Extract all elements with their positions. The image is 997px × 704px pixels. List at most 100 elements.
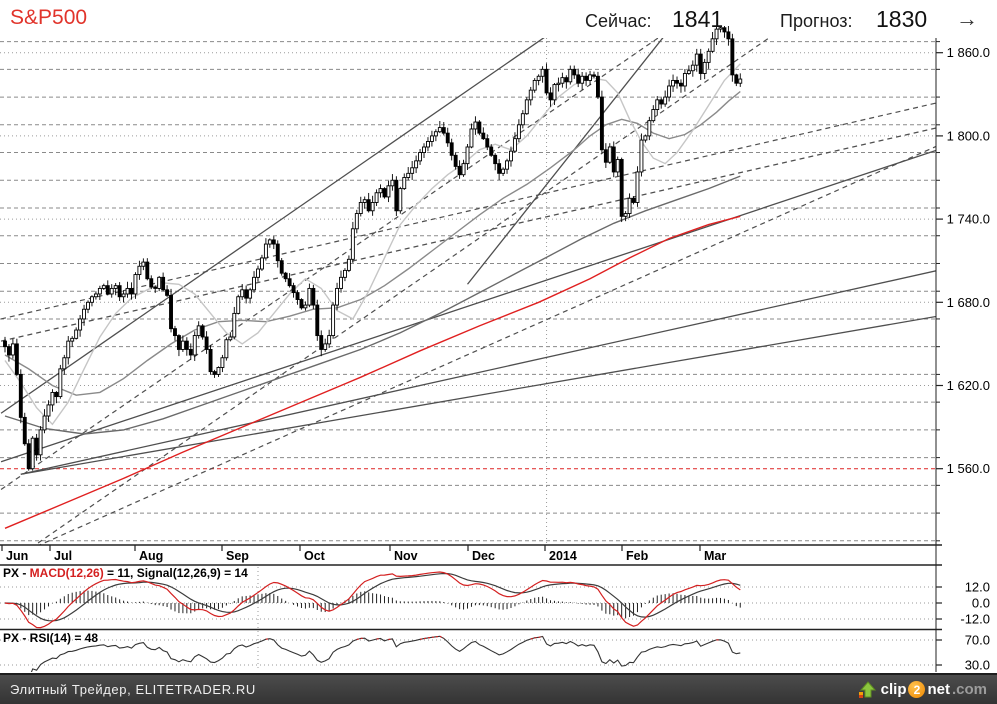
candle xyxy=(437,127,442,133)
candle xyxy=(169,294,173,330)
candle xyxy=(291,285,296,294)
candle xyxy=(580,75,585,84)
macd-layer xyxy=(4,571,741,629)
candle xyxy=(216,367,221,375)
candle xyxy=(283,272,288,280)
forecast-arrow-icon: → xyxy=(956,6,978,31)
candle xyxy=(18,373,23,418)
y-axis-label: 1 800.0 xyxy=(947,128,990,143)
rsi-overbought-segment xyxy=(388,638,393,641)
candle xyxy=(263,243,268,259)
candle xyxy=(512,138,517,152)
candle xyxy=(655,99,660,111)
y-axis-label: 1 620.0 xyxy=(947,378,990,393)
candle xyxy=(97,287,102,295)
candle xyxy=(74,329,79,339)
x-axis-month-label: Sep xyxy=(226,549,249,563)
candle xyxy=(307,287,312,306)
candle xyxy=(481,132,486,140)
candle xyxy=(485,138,490,148)
candle xyxy=(596,75,600,98)
trendlines-layer xyxy=(0,38,936,545)
candle xyxy=(726,31,731,40)
macd-signal-line xyxy=(4,572,741,622)
candle xyxy=(105,285,110,295)
candle xyxy=(445,132,450,144)
rsi-axis-label: 30.0 xyxy=(965,658,990,673)
candle xyxy=(30,437,35,470)
candle xyxy=(303,304,308,309)
candle xyxy=(346,258,351,271)
x-axis-month-label: Nov xyxy=(394,549,418,563)
candle xyxy=(192,335,197,356)
y-axis-label: 1 740.0 xyxy=(947,212,990,227)
candle xyxy=(382,188,387,198)
x-axis-month-label: Oct xyxy=(304,549,326,563)
candle xyxy=(26,443,31,470)
x-axis-month-label: Jul xyxy=(54,549,72,563)
y-axis-label: 1 560.0 xyxy=(947,461,990,476)
candle xyxy=(592,74,596,77)
x-axis-month-label: Aug xyxy=(139,549,163,563)
x-axis-month-label: Dec xyxy=(472,549,495,563)
ma-50 xyxy=(4,90,741,396)
macd-label: PX - MACD(12,26) = 11, Signal(12,26,9) =… xyxy=(3,566,248,580)
candle xyxy=(461,163,466,176)
candle xyxy=(10,343,15,356)
candle xyxy=(188,348,193,356)
macd-grid: 12.00.0-12.0 xyxy=(0,567,990,628)
ma-20 xyxy=(4,63,741,426)
candle xyxy=(698,53,703,74)
x-axis-month-label: Mar xyxy=(704,549,726,563)
candle xyxy=(734,74,739,84)
candle xyxy=(350,228,355,260)
candle xyxy=(362,199,367,203)
candle xyxy=(631,197,636,203)
channel-line xyxy=(34,38,770,545)
logo-clip-text: clip xyxy=(880,681,907,698)
candle xyxy=(34,437,39,456)
candle xyxy=(667,85,672,98)
candle xyxy=(173,328,177,337)
candle xyxy=(453,154,458,167)
candle xyxy=(568,68,573,83)
clip2net-logo[interactable]: clip 2 net .com xyxy=(858,680,987,699)
candle xyxy=(536,75,541,81)
candle xyxy=(256,268,260,278)
candle xyxy=(433,131,438,137)
candle xyxy=(358,202,363,215)
candle xyxy=(354,213,359,230)
candle xyxy=(718,27,723,30)
candle xyxy=(224,339,229,359)
candle xyxy=(509,150,513,162)
channel-line xyxy=(0,127,936,342)
x-axis-month-label: Jun xyxy=(6,549,28,563)
candle xyxy=(46,404,51,417)
candle xyxy=(137,265,142,276)
candle xyxy=(66,340,71,359)
upload-arrow-icon xyxy=(858,680,876,698)
logo-net-text: net xyxy=(927,681,950,698)
candle xyxy=(196,325,201,337)
candle xyxy=(706,50,711,63)
candle xyxy=(93,293,98,298)
candle xyxy=(398,188,403,212)
candle xyxy=(564,77,569,83)
candle xyxy=(78,318,83,331)
x-axis-month-label: 2014 xyxy=(549,549,577,563)
candle xyxy=(516,124,521,140)
macd-axis-label: 12.0 xyxy=(965,580,990,595)
candle xyxy=(220,357,225,368)
candle xyxy=(232,312,237,338)
candle xyxy=(378,188,383,194)
candle xyxy=(287,278,292,287)
candle xyxy=(418,152,423,162)
candle xyxy=(343,269,347,278)
trend-line xyxy=(0,38,545,414)
candle xyxy=(469,128,474,148)
candle xyxy=(682,73,687,87)
candle xyxy=(50,391,55,406)
macd-label-name: MACD(12,26) xyxy=(29,566,104,580)
candle xyxy=(252,276,256,291)
trend-line xyxy=(20,270,936,475)
